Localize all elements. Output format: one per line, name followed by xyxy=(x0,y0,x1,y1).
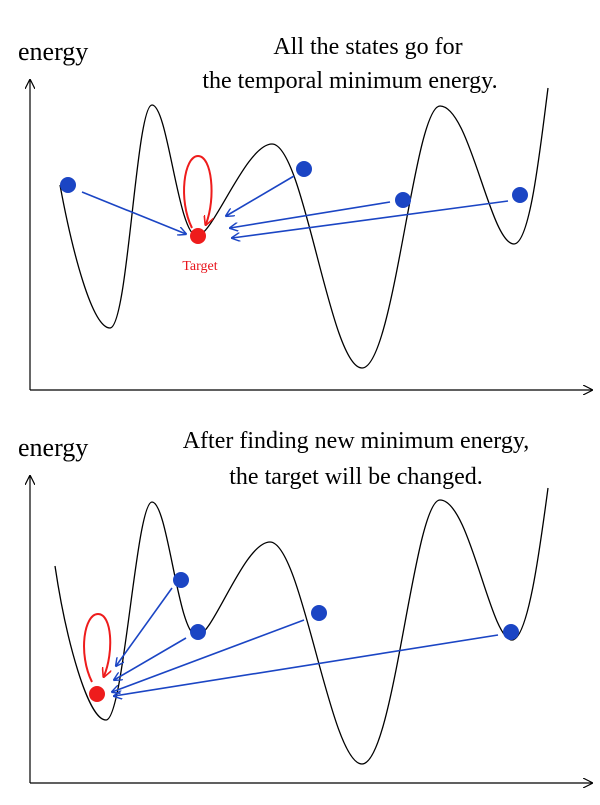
panel-1-arrow-state-2 xyxy=(226,175,295,216)
panel-2-caption-line-2: the target will be changed. xyxy=(229,464,482,490)
panel-1-arrow-state-4 xyxy=(232,200,509,238)
panel-1: energy All the states go for the tempora… xyxy=(18,34,592,390)
panel-2-target-state xyxy=(89,686,105,702)
panel-1-state-1 xyxy=(60,177,76,193)
panel-1-y-axis-label: energy xyxy=(18,37,88,66)
panel-2-state-3 xyxy=(311,605,327,621)
panel-2-state-4 xyxy=(503,624,519,640)
panel-1-arrow-state-3 xyxy=(230,201,391,228)
panel-2-arrow-state-2 xyxy=(114,637,187,680)
panel-2-arrow-state-1 xyxy=(116,587,173,666)
panel-2-arrow-state-3 xyxy=(112,619,305,692)
panel-2-target-self-loop-arrow xyxy=(83,612,110,683)
panel-2-y-axis-label: energy xyxy=(18,433,88,462)
panel-2-state-1 xyxy=(173,572,189,588)
panel-1-energy-curve xyxy=(59,87,549,369)
panel-2: energy After finding new minimum energy,… xyxy=(18,428,592,783)
panel-1-caption-line-1: All the states go for xyxy=(273,34,462,60)
panel-1-state-4 xyxy=(512,187,528,203)
panel-1-state-2 xyxy=(296,161,312,177)
panel-1-target-self-loop-arrow xyxy=(183,154,212,229)
panel-2-state-2 xyxy=(190,624,206,640)
panel-1-state-3 xyxy=(395,192,411,208)
panel-2-caption-line-1: After finding new minimum energy, xyxy=(183,428,530,454)
panel-1-caption-line-2: the temporal minimum energy. xyxy=(202,68,497,94)
panel-1-arrow-state-1 xyxy=(81,191,186,234)
panel-1-target-label: Target xyxy=(182,259,217,274)
panel-2-arrow-state-4 xyxy=(114,634,499,696)
panel-1-target-state xyxy=(190,228,206,244)
panel-2-energy-curve xyxy=(54,487,549,765)
